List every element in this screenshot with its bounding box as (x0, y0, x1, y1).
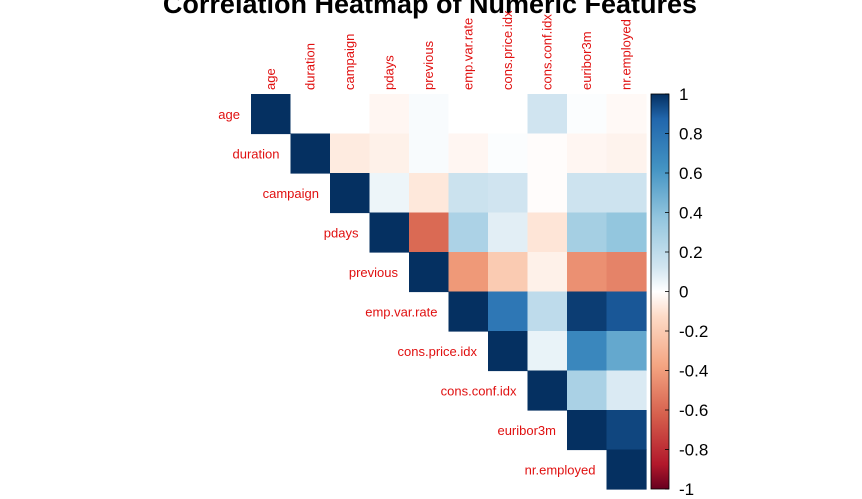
cell-age-nr-employed (606, 94, 647, 135)
row-label-nr-employed: nr.employed (525, 462, 596, 477)
cell-pdays-nr-employed (606, 212, 647, 253)
cell-age-previous (409, 94, 450, 135)
cell-pdays-emp-var-rate (448, 212, 489, 253)
cell-age-euribor3m (567, 94, 608, 135)
legend-tick-label: 1 (679, 85, 688, 104)
cell-previous-cons-conf-idx (527, 252, 568, 293)
cell-cons-conf-idx-cons-conf-idx (527, 370, 568, 411)
col-label-cons-price-idx: cons.price.idx (500, 10, 515, 90)
cell-previous-previous (409, 252, 450, 293)
row-label-age: age (218, 107, 240, 122)
cell-cons-price-idx-euribor3m (567, 331, 608, 372)
row-label-cons-conf-idx: cons.conf.idx (441, 383, 517, 398)
col-label-previous: previous (421, 40, 436, 90)
color-legend-ticks: 1 0.8 0.6 0.4 0.2 0 -0.2 -0.4 -0.6 -0.8 -1 (665, 85, 708, 499)
cell-duration-campaign (330, 133, 371, 174)
row-label-euribor3m: euribor3m (497, 423, 556, 438)
legend-tick-label: 0.4 (679, 204, 703, 223)
cell-pdays-euribor3m (567, 212, 608, 253)
legend-tick-label: -0.4 (679, 362, 708, 381)
cell-cons-conf-idx-nr-employed (606, 370, 647, 411)
cell-age-emp-var-rate (448, 94, 489, 135)
row-label-emp-var-rate: emp.var.rate (365, 304, 437, 319)
cell-age-campaign (330, 94, 371, 135)
column-labels: age duration campaign pdays previous emp.var.… (263, 10, 634, 90)
cell-emp-var-rate-cons-conf-idx (527, 291, 568, 332)
cell-campaign-nr-employed (606, 173, 647, 214)
cell-campaign-euribor3m (567, 173, 608, 214)
col-label-campaign: campaign (342, 34, 357, 90)
row-label-cons-price-idx: cons.price.idx (398, 344, 478, 359)
cell-emp-var-rate-nr-employed (606, 291, 647, 332)
cell-emp-var-rate-euribor3m (567, 291, 608, 332)
cell-pdays-cons-conf-idx (527, 212, 568, 253)
cell-campaign-previous (409, 173, 450, 214)
cell-cons-price-idx-nr-employed (606, 331, 647, 372)
col-label-euribor3m: euribor3m (579, 31, 594, 90)
cell-emp-var-rate-emp-var-rate (448, 291, 489, 332)
legend-tick-label: -1 (679, 480, 694, 499)
cell-campaign-emp-var-rate (448, 173, 489, 214)
col-label-emp-var-rate: emp.var.rate (460, 18, 475, 90)
cell-duration-pdays (369, 133, 410, 174)
legend-tick-label: 0.6 (679, 164, 703, 183)
cell-campaign-pdays (369, 173, 410, 214)
legend-tick-label: 0.8 (679, 125, 703, 144)
col-label-duration: duration (302, 43, 317, 90)
row-label-previous: previous (349, 265, 399, 280)
cell-campaign-cons-conf-idx (527, 173, 568, 214)
cell-euribor3m-nr-employed (606, 410, 647, 451)
cell-age-duration (290, 94, 331, 135)
cell-cons-price-idx-cons-price-idx (488, 331, 529, 372)
legend-tick-label: -0.8 (679, 441, 708, 460)
legend-tick-label: 0.2 (679, 243, 703, 262)
cell-duration-euribor3m (567, 133, 608, 174)
row-label-duration: duration (233, 146, 280, 161)
cell-previous-euribor3m (567, 252, 608, 293)
cell-age-cons-conf-idx (527, 94, 568, 135)
cell-duration-duration (290, 133, 331, 174)
cell-duration-nr-employed (606, 133, 647, 174)
cell-previous-emp-var-rate (448, 252, 489, 293)
cell-duration-previous (409, 133, 450, 174)
cell-cons-price-idx-cons-conf-idx (527, 331, 568, 372)
col-label-cons-conf-idx: cons.conf.idx (539, 14, 554, 90)
cell-age-age (251, 94, 292, 135)
cell-cons-conf-idx-euribor3m (567, 370, 608, 411)
cell-duration-emp-var-rate (448, 133, 489, 174)
legend-tick-label: -0.6 (679, 401, 708, 420)
cell-campaign-cons-price-idx (488, 173, 529, 214)
col-label-age: age (263, 68, 278, 90)
heatmap-cells (251, 94, 647, 490)
cell-previous-nr-employed (606, 252, 647, 293)
col-label-pdays: pdays (381, 55, 396, 90)
legend-tick-label: -0.2 (679, 322, 708, 341)
cell-age-cons-price-idx (488, 94, 529, 135)
cell-duration-cons-conf-idx (527, 133, 568, 174)
row-labels: age duration campaign pdays previous emp.var.… (218, 107, 595, 478)
cell-nr-employed-nr-employed (606, 449, 647, 490)
cell-emp-var-rate-cons-price-idx (488, 291, 529, 332)
row-label-pdays: pdays (324, 225, 359, 240)
color-legend: 1 0.8 0.6 0.4 0.2 0 -0.2 -0.4 -0.6 -0.8 -1 (650, 85, 708, 499)
cell-pdays-pdays (369, 212, 410, 253)
legend-tick-label: 0 (679, 283, 688, 302)
cell-pdays-previous (409, 212, 450, 253)
cell-previous-cons-price-idx (488, 252, 529, 293)
cell-duration-cons-price-idx (488, 133, 529, 174)
cell-campaign-campaign (330, 173, 371, 214)
chart-title: Correlation Heatmap of Numeric Features (163, 0, 697, 19)
cell-euribor3m-euribor3m (567, 410, 608, 451)
cell-age-pdays (369, 94, 410, 135)
row-label-campaign: campaign (263, 186, 319, 201)
cell-pdays-cons-price-idx (488, 212, 529, 253)
col-label-nr-employed: nr.employed (618, 19, 633, 90)
